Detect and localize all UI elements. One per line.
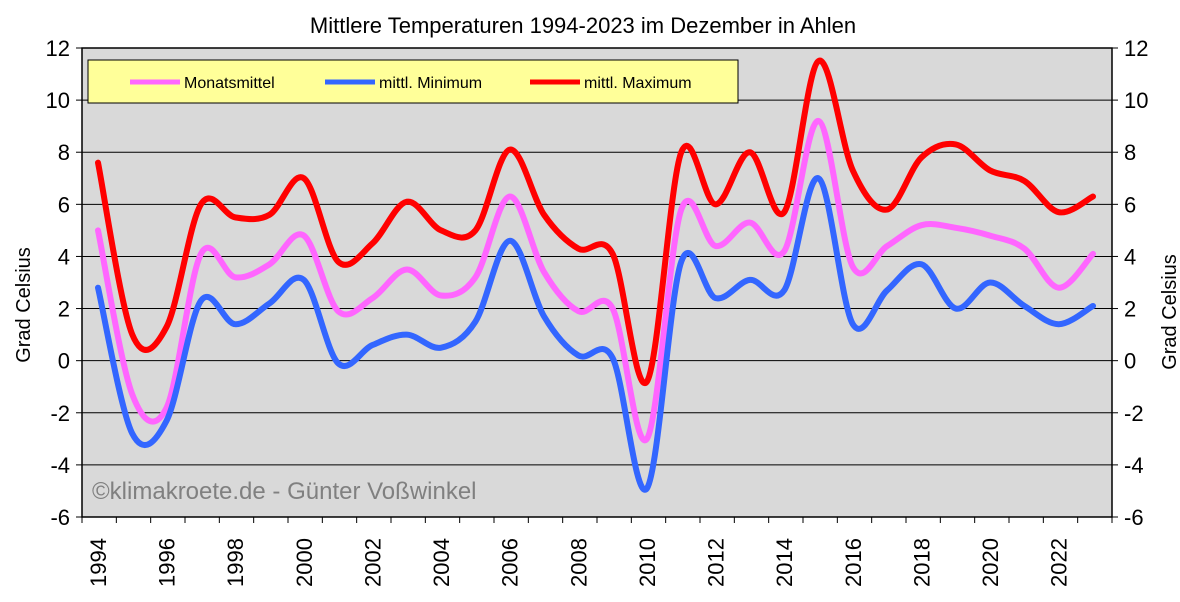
x-tick-label: 2008 xyxy=(566,538,591,587)
plot-area xyxy=(81,47,1113,518)
legend-label-monatsmittel: Monatsmittel xyxy=(184,75,275,92)
x-tick-label: 1996 xyxy=(155,538,180,587)
y-tick-label: 12 xyxy=(46,36,70,61)
x-tick-label: 2000 xyxy=(292,538,317,587)
y-tick-label: 10 xyxy=(46,88,70,113)
x-tick-label: 2022 xyxy=(1047,538,1072,587)
y-tick-label: 12 xyxy=(1124,36,1148,61)
y-axis-left: -6 -4 -2 0 2 4 6 8 10 12 xyxy=(46,36,82,530)
x-tick-label: 2018 xyxy=(909,538,934,587)
y-tick-label: 0 xyxy=(1124,349,1136,374)
x-tick-label: 1998 xyxy=(223,538,248,587)
legend-label-maximum: mittl. Maximum xyxy=(584,75,692,92)
y-axis-label-left: Grad Celsius xyxy=(13,247,35,363)
x-tick-label: 2016 xyxy=(841,538,866,587)
y-tick-label: 6 xyxy=(1124,192,1136,217)
y-tick-label: -2 xyxy=(1124,401,1144,426)
series-line-monatsmittel xyxy=(95,117,1096,444)
x-tick-label: 2006 xyxy=(498,538,523,587)
y-tick-label: 2 xyxy=(58,297,70,322)
legend-label-minimum: mittl. Minimum xyxy=(379,75,482,92)
series-line-mittl-maximum xyxy=(95,58,1096,387)
x-tick-label: 2010 xyxy=(635,538,660,587)
x-tick-label: 2002 xyxy=(360,538,385,587)
x-tick-label: 2012 xyxy=(704,538,729,587)
y-tick-label: 8 xyxy=(58,140,70,165)
x-tick-label: 2004 xyxy=(429,538,454,587)
y-tick-label: -4 xyxy=(50,453,70,478)
y-tick-label: -4 xyxy=(1124,453,1144,478)
watermark: ©klimakroete.de - Günter Voßwinkel xyxy=(92,478,477,505)
y-tick-label: 2 xyxy=(1124,297,1136,322)
x-tick-label: 1994 xyxy=(86,538,111,587)
y-tick-label: -6 xyxy=(1124,505,1144,530)
y-tick-label: -6 xyxy=(50,505,70,530)
y-axis-label-right: Grad Celsius xyxy=(1159,254,1180,370)
y-tick-label: 4 xyxy=(58,244,70,269)
legend: Monatsmittel mittl. Minimum mittl. Maxim… xyxy=(87,59,739,104)
x-tick-label: 2020 xyxy=(978,538,1003,587)
series-lines xyxy=(95,58,1096,493)
gridlines xyxy=(82,99,1112,466)
chart-title: Mittlere Temperaturen 1994-2023 im Dezem… xyxy=(310,13,856,38)
y-tick-label: 0 xyxy=(58,349,70,374)
y-tick-label: -2 xyxy=(50,401,70,426)
y-tick-label: 10 xyxy=(1124,88,1148,113)
y-tick-label: 8 xyxy=(1124,140,1136,165)
x-axis: 1994 1996 1998 2000 2002 2004 2006 2008 2010 2012… xyxy=(81,517,1113,587)
series-line-mittl-minimum xyxy=(95,175,1096,493)
x-tick-label: 2014 xyxy=(772,538,797,587)
y-tick-label: 4 xyxy=(1124,244,1136,269)
y-tick-label: 6 xyxy=(58,192,70,217)
y-axis-right: -6 -4 -2 0 2 4 6 8 10 12 xyxy=(1112,36,1148,530)
